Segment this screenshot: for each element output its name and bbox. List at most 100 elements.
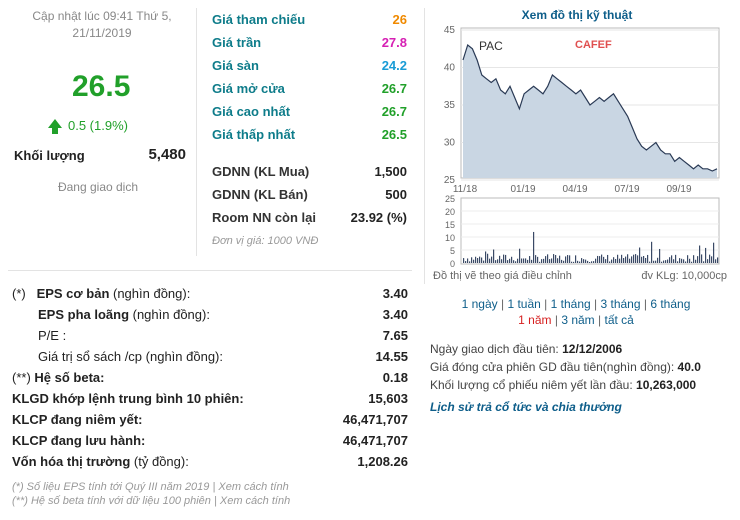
y-tick-label: 30 [444,138,456,149]
volume-bar [679,258,681,263]
volume-bar [489,258,491,263]
volume-bar [547,254,549,263]
volume-bar [581,258,583,263]
volume-bar [563,260,565,263]
volume-bar [601,254,603,263]
volume-bar [523,258,525,263]
quote-row: Giá cao nhất 26.7 [212,104,407,119]
footnote-beta[interactable]: (**) Hệ số beta tính với dữ liệu 100 phi… [12,495,291,507]
quote-row: Giá thấp nhất 26.5 [212,127,407,142]
volume-bar [513,260,515,263]
range-3m[interactable]: 3 tháng [600,297,641,311]
vol-tick-label: 0 [450,259,455,269]
dividend-history-link[interactable]: Lịch sử trả cổ tức và chia thưởng [430,400,622,414]
price-change: 0.5 (1.9%) [48,118,128,134]
volume-bar [631,256,633,263]
range-1w[interactable]: 1 tuần [507,297,541,311]
volume-bar [467,258,469,263]
range-all[interactable]: tất cả [604,313,634,327]
range-6m[interactable]: 6 tháng [650,297,691,311]
fundamentals-table: (*) EPS cơ bản (nghìn đồng): 3.40 EPS ph… [12,283,408,508]
volume-bar [579,261,581,263]
range-1m[interactable]: 1 tháng [550,297,591,311]
listed-shares-row: KLCP đang niêm yết: 46,471,707 [12,412,408,427]
volume-bar [641,256,643,263]
volume-bar [619,258,621,263]
volume-bar [559,255,561,263]
volume-bar [577,260,579,263]
range-1d[interactable]: 1 ngày [461,297,498,311]
volume-bar [629,258,631,263]
volume-bar [525,258,527,263]
beta-row: (**) Hệ số beta: 0.18 [12,370,408,385]
volume-bar [643,255,645,263]
y-tick-label: 35 [444,100,456,111]
volume-bar [491,256,493,263]
eps-diluted-row: EPS pha loãng (nghìn đồng): 3.40 [38,307,408,322]
divider [196,8,197,256]
volume-bar [493,249,495,263]
arrow-up-icon [48,119,62,134]
x-tick-label: 07/19 [614,184,639,195]
current-price: 26.5 [72,70,131,103]
volume-bar [589,261,591,263]
market-cap-row: Vốn hóa thị trường (tỷ đồng): 1,208.26 [12,454,408,469]
volume-bar [661,261,663,263]
volume-value: 5,480 [148,146,186,163]
volume-bar [593,261,595,263]
y-tick-label: 45 [444,25,456,36]
volume-bar [485,251,487,263]
volume-bar [551,258,553,263]
volume-bar [543,258,545,263]
volume-bar [623,258,625,263]
volume-bar [585,259,587,263]
volume-bar [537,256,539,263]
volume-bar [471,257,473,263]
volume-bar [557,258,559,263]
volume-bar [483,260,485,263]
volume-bar [597,255,599,263]
chart-footer: Đồ thị vẽ theo giá điều chỉnh đv KLg: 10… [433,270,727,282]
price-chart[interactable]: 45 40 35 30 25 PAC CAFEF 11/18 01/19 04/… [425,24,729,270]
foreign-row: GDNN (KL Bán) 500 [212,187,407,202]
x-tick-label: 11/18 [453,184,478,195]
volume-bar [511,256,513,263]
footnote-eps[interactable]: (*) Số liệu EPS tính tới Quý III năm 201… [12,481,289,493]
volume-bar [683,259,685,263]
volume-bar [501,259,503,263]
volume-bar [607,254,609,263]
volume-bar [649,261,651,263]
volume-bar [613,257,615,263]
volume-bar [463,258,465,263]
volume-bar [469,261,471,263]
vol-tick-label: 5 [450,246,455,256]
listing-info: Ngày giao dịch đầu tiên: 12/12/2006 Giá … [430,340,730,416]
pe-row: P/E : 7.65 [38,328,408,343]
volume-bar [605,259,607,263]
volume-bar [553,254,555,263]
volume-bar [539,261,541,263]
volume-bar [549,259,551,263]
volume-bar [595,258,597,263]
volume-bar [651,241,653,263]
volume-bar [591,261,593,263]
volume-bar [709,254,711,263]
volume-bar [527,259,529,263]
range-1y[interactable]: 1 năm [518,313,552,327]
chart-ticker: PAC [479,39,503,53]
volume-bar [695,259,697,263]
volume-bar [691,261,693,263]
volume-bar [569,255,571,263]
volume-bar [671,255,673,263]
volume-bar [615,258,617,263]
volume-bar [505,254,507,263]
quote-row: Giá mở cửa 26.7 [212,81,407,96]
chart-title-link[interactable]: Xem đồ thị kỹ thuật [521,8,633,22]
footnotes: (*) Số liệu EPS tính tới Quý III năm 201… [12,480,408,508]
range-3y[interactable]: 3 năm [561,313,595,327]
volume-bar [711,256,713,263]
volume-bar [545,256,547,263]
volume-bar [473,259,475,263]
foreign-row: GDNN (KL Mua) 1,500 [212,164,407,179]
volume-bar [697,256,699,263]
